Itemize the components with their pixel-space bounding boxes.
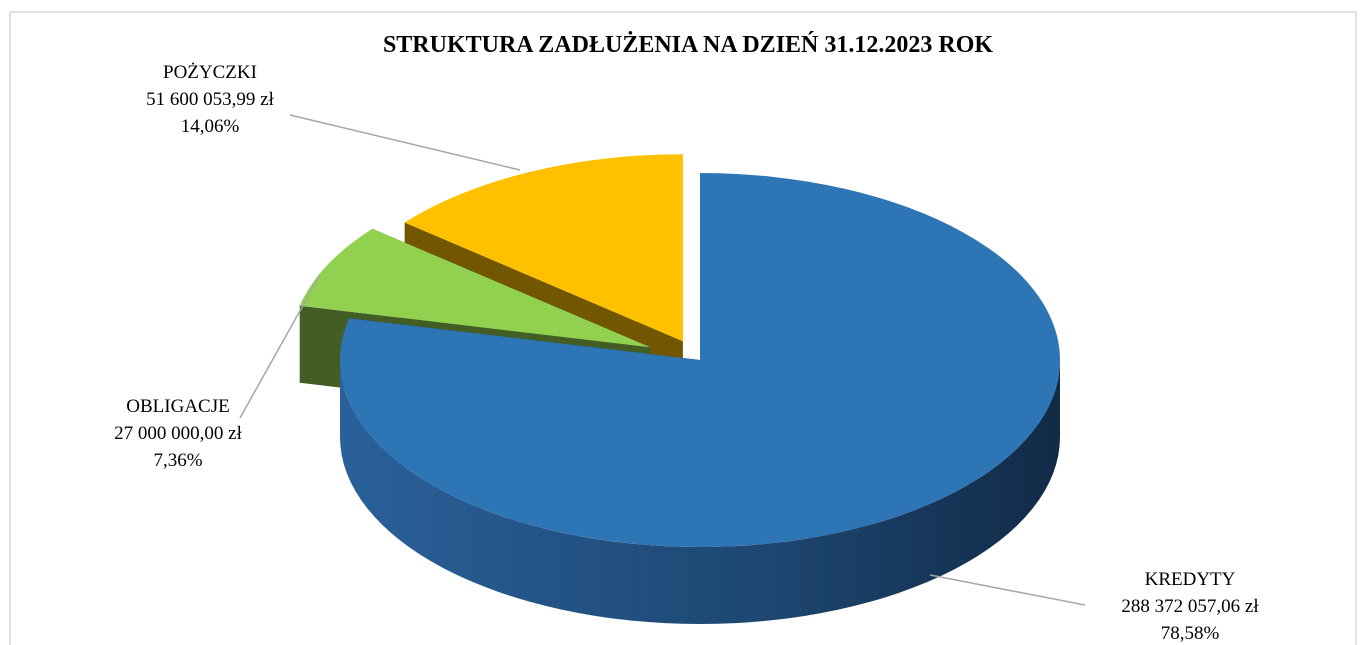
amount-label: 288 372 057,06 zł <box>1121 596 1259 617</box>
value-label: 14,06% <box>181 116 240 137</box>
labels: KREDYTY 288 372 057,06 zł 78,58% OBLIGACJE 2… <box>114 62 1259 644</box>
leader-line <box>239 274 321 419</box>
value-label: 78,58% <box>1161 623 1220 644</box>
pie-slice <box>339 173 1060 547</box>
leader-line <box>929 574 1086 606</box>
amount-label: 51 600 053,99 zł <box>146 89 274 110</box>
leader-line <box>289 114 521 171</box>
category-label: KREDYTY <box>1145 569 1236 590</box>
pie <box>299 154 1060 624</box>
pie-slice <box>299 228 651 348</box>
slice-wall <box>340 360 1060 624</box>
category-label: OBLIGACJE <box>126 396 229 417</box>
chart-title: STRUKTURA ZADŁUŻENIA NA DZIEŃ 31.12.2023… <box>383 32 993 58</box>
value-label: 7,36% <box>153 450 202 471</box>
pie-slice <box>404 154 683 342</box>
category-label: POŻYCZKI <box>163 62 257 83</box>
amount-label: 27 000 000,00 zł <box>114 423 242 444</box>
